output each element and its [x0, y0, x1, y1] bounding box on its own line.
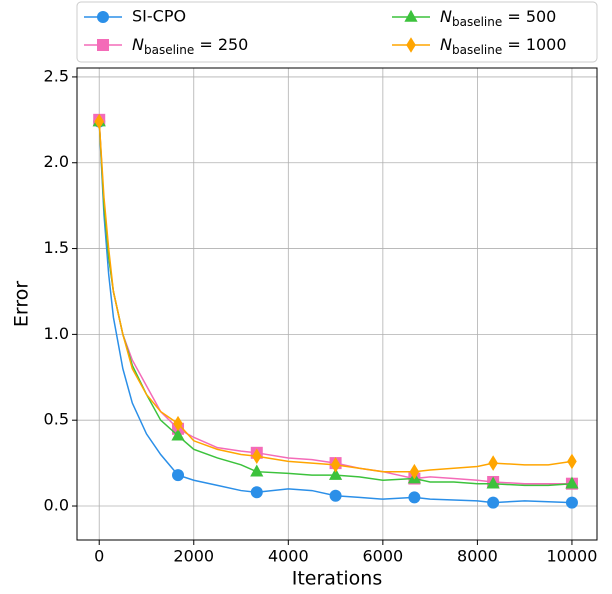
x-tick-label: 4000: [268, 547, 309, 566]
marker: [488, 455, 498, 471]
marker: [173, 415, 183, 432]
legend-label: SI-CPO: [132, 7, 186, 26]
marker: [94, 113, 105, 130]
marker: [171, 428, 185, 441]
marker: [250, 486, 263, 499]
marker: [567, 453, 577, 470]
series-line: [98, 121, 572, 504]
marker: [486, 476, 500, 489]
marker: [328, 467, 343, 480]
legend-label: Nbaseline = 250: [132, 35, 248, 57]
marker: [251, 448, 262, 465]
legend-label: Nbaseline = 1000: [440, 35, 567, 57]
marker: [487, 496, 500, 509]
y-tick-label: 0.0: [44, 496, 69, 515]
y-tick-label: 0.5: [44, 410, 69, 429]
marker: [172, 469, 185, 482]
y-axis-label: Error: [11, 281, 33, 328]
legend-label: Nbaseline = 500: [440, 7, 556, 29]
marker: [97, 11, 109, 23]
y-tick-label: 2.0: [44, 152, 69, 171]
marker: [565, 476, 579, 489]
x-tick-label: 2000: [173, 547, 214, 566]
y-tick-label: 2.5: [44, 66, 69, 85]
x-tick-label: 6000: [362, 547, 403, 566]
marker: [329, 489, 342, 502]
marker: [406, 37, 416, 53]
marker: [330, 457, 341, 473]
series-line: [98, 121, 572, 487]
marker: [250, 464, 264, 477]
y-tick-label: 1.0: [44, 324, 69, 343]
marker: [565, 496, 578, 509]
marker: [97, 39, 109, 51]
x-tick-label: 8000: [457, 547, 498, 566]
marker: [409, 463, 420, 480]
plot-frame: [76, 67, 598, 541]
marker: [404, 9, 418, 22]
x-tick-label: 0: [94, 547, 104, 566]
marker: [408, 491, 421, 504]
series-line: [98, 121, 573, 473]
legend-box: [76, 1, 598, 63]
x-axis-label: Iterations: [292, 568, 383, 590]
x-tick-label: 10000: [546, 547, 597, 566]
y-tick-label: 1.5: [44, 238, 69, 257]
